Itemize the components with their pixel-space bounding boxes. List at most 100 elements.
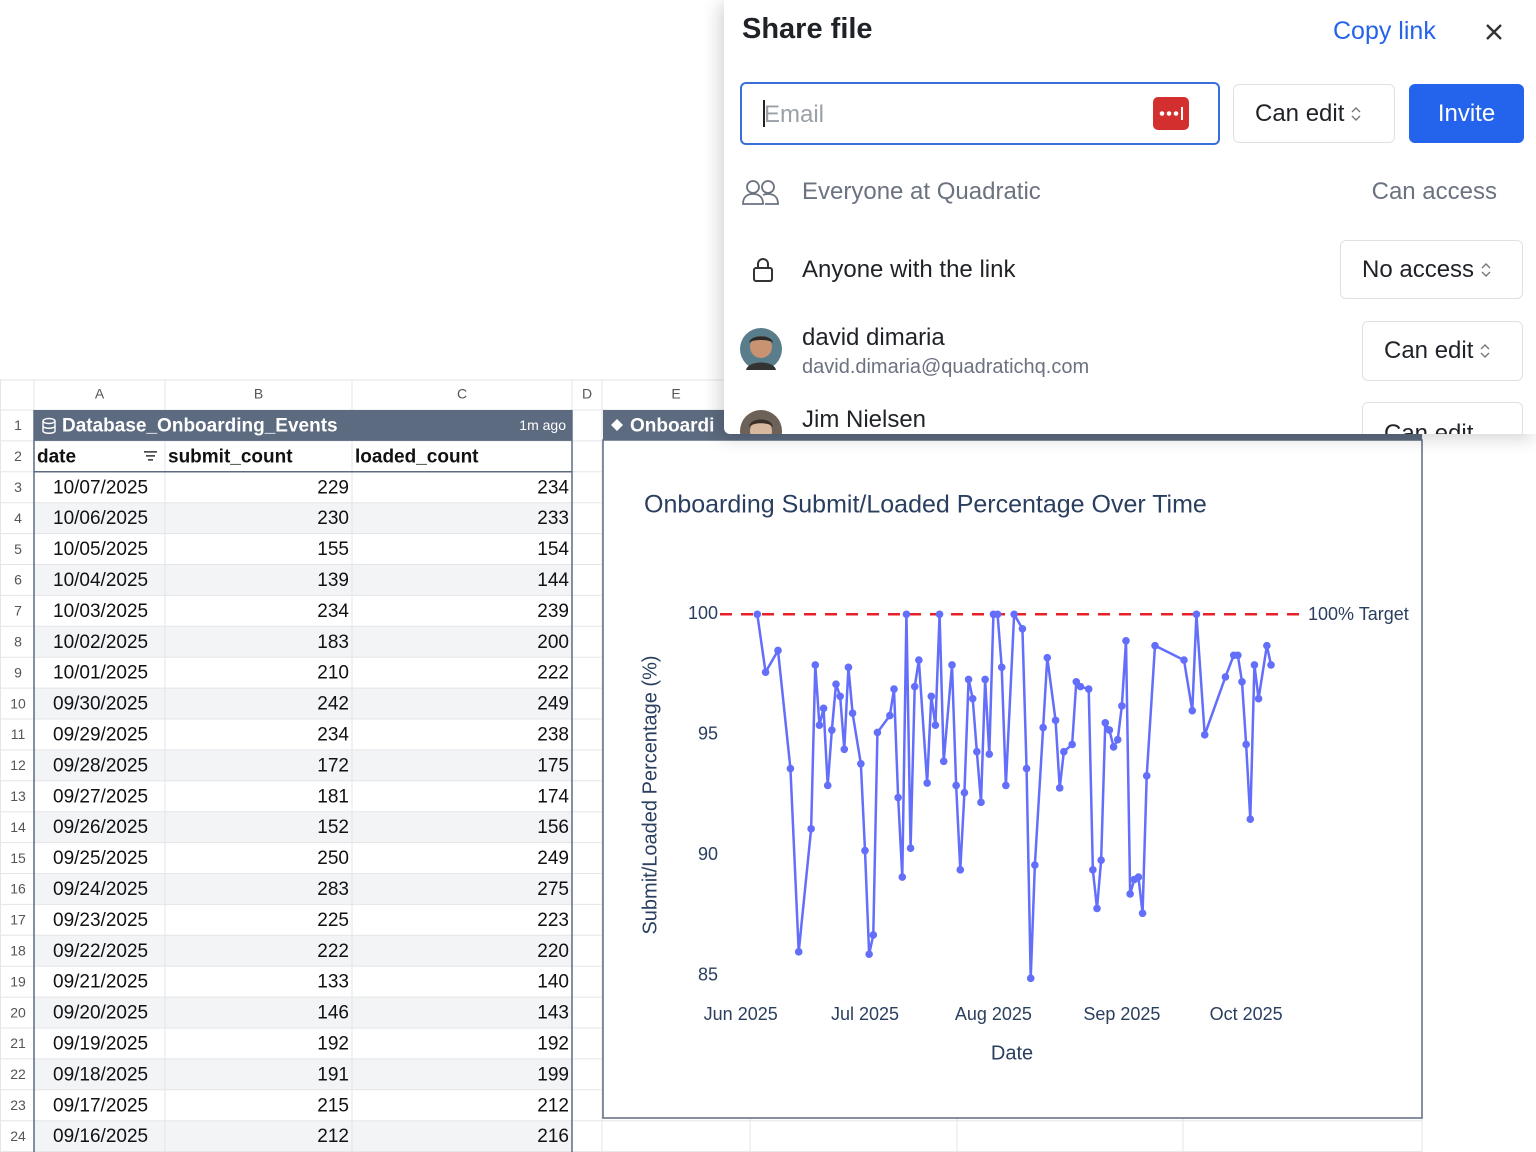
row-header: 18 — [10, 942, 26, 958]
database-icon — [42, 417, 56, 434]
cell-number: 212 — [317, 1126, 349, 1147]
data-point — [786, 764, 795, 773]
data-point — [1031, 861, 1039, 869]
data-point — [1221, 673, 1230, 681]
data-point — [886, 711, 894, 720]
data-point — [774, 646, 782, 655]
row-header: 23 — [10, 1097, 26, 1113]
chart-title: Onboarding Submit/Loaded Percentage Over… — [644, 491, 1207, 519]
cell-number: 152 — [317, 817, 349, 838]
email-placeholder: Email — [764, 101, 825, 128]
user-role-select[interactable]: Can edit — [1362, 402, 1523, 434]
sort-icon — [144, 451, 157, 461]
table-updated: 1m ago — [519, 417, 566, 433]
email-input[interactable]: Email — [740, 82, 1220, 145]
user-name: Jim Nielsen — [802, 406, 927, 433]
row-shading — [34, 1058, 572, 1090]
row-header: 1 — [14, 417, 22, 433]
cell-date: 10/06/2025 — [53, 508, 148, 529]
data-point — [968, 694, 977, 703]
invite-button[interactable]: Invite — [1409, 84, 1524, 143]
data-point — [1118, 702, 1126, 710]
x-tick-label: Sep 2025 — [1083, 1004, 1160, 1024]
people-icon — [742, 180, 779, 205]
row-header: 6 — [14, 572, 22, 588]
data-point — [985, 750, 994, 758]
data-point — [873, 728, 882, 737]
data-point — [1200, 731, 1209, 739]
y-tick-label: 90 — [698, 844, 718, 864]
data-point — [935, 610, 944, 619]
cell-date: 10/03/2025 — [53, 601, 148, 622]
data-point — [815, 721, 824, 729]
caret — [763, 100, 765, 127]
data-point — [902, 610, 911, 619]
role-text: Can edit — [1384, 337, 1474, 364]
x-axis-label: Date — [991, 1042, 1033, 1064]
column-name: date — [37, 446, 76, 467]
cell-number: 230 — [317, 508, 349, 529]
cell-number: 222 — [317, 941, 349, 962]
chart-icon — [611, 419, 623, 431]
close-button[interactable] — [1486, 24, 1502, 40]
cell-number: 215 — [317, 1095, 349, 1116]
data-point — [1246, 815, 1255, 824]
data-point — [1242, 740, 1250, 749]
access-text: No access — [1362, 255, 1475, 283]
data-point — [927, 692, 936, 701]
data-point — [1263, 641, 1271, 650]
row-header: 10 — [10, 695, 26, 711]
invite-role-select[interactable]: Can edit — [1233, 84, 1395, 143]
row-header: 24 — [10, 1128, 26, 1144]
cell-number: 133 — [317, 972, 349, 993]
row-header: 2 — [14, 448, 22, 464]
data-point — [960, 788, 969, 797]
password-manager-icon[interactable] — [1153, 97, 1189, 130]
cell-number: 233 — [537, 508, 569, 529]
cell-number: 234 — [317, 601, 349, 622]
cell-number: 144 — [537, 570, 569, 591]
cell-number: 239 — [537, 601, 569, 622]
link-access-select[interactable]: No access — [1340, 240, 1523, 299]
x-tick-label: Jul 2025 — [831, 1004, 899, 1024]
cell-date: 09/18/2025 — [53, 1064, 148, 1085]
cell-number: 210 — [317, 663, 349, 684]
copy-link[interactable]: Copy link — [1333, 17, 1436, 45]
data-point — [761, 668, 770, 676]
chart-name: Onboardi — [630, 415, 714, 436]
cell-date: 09/21/2025 — [53, 972, 148, 993]
cell-number: 222 — [537, 663, 569, 684]
row-shading — [34, 626, 572, 658]
column-header: A — [95, 386, 105, 402]
avatar — [740, 410, 782, 434]
data-point — [1060, 747, 1068, 756]
data-point — [1101, 718, 1110, 727]
cell-date: 09/20/2025 — [53, 1003, 148, 1024]
row-header: 20 — [10, 1004, 26, 1020]
data-point — [1109, 743, 1118, 751]
dialog-title: Share file — [742, 13, 873, 45]
cell-number: 154 — [537, 539, 569, 560]
cell-number: 249 — [537, 848, 569, 869]
lock-icon — [753, 258, 773, 282]
data-point — [1180, 656, 1188, 664]
data-point — [1093, 904, 1101, 913]
chart-frame — [602, 439, 1423, 1119]
data-point — [1254, 694, 1263, 703]
row-header: 4 — [14, 510, 22, 526]
cell-number: 172 — [317, 755, 349, 776]
row-header: 7 — [14, 603, 22, 619]
data-point — [898, 873, 907, 881]
table-name-bar — [34, 410, 572, 441]
data-point — [828, 726, 836, 734]
data-point — [840, 745, 849, 754]
cell-number: 199 — [537, 1064, 569, 1085]
cell-number: 216 — [537, 1126, 569, 1147]
cell-date: 09/27/2025 — [53, 786, 148, 807]
cell-number: 229 — [317, 477, 349, 498]
data-point — [1126, 890, 1134, 898]
user-role-select[interactable]: Can edit — [1362, 321, 1523, 381]
data-point — [1076, 682, 1085, 691]
cell-date: 09/17/2025 — [53, 1095, 148, 1116]
